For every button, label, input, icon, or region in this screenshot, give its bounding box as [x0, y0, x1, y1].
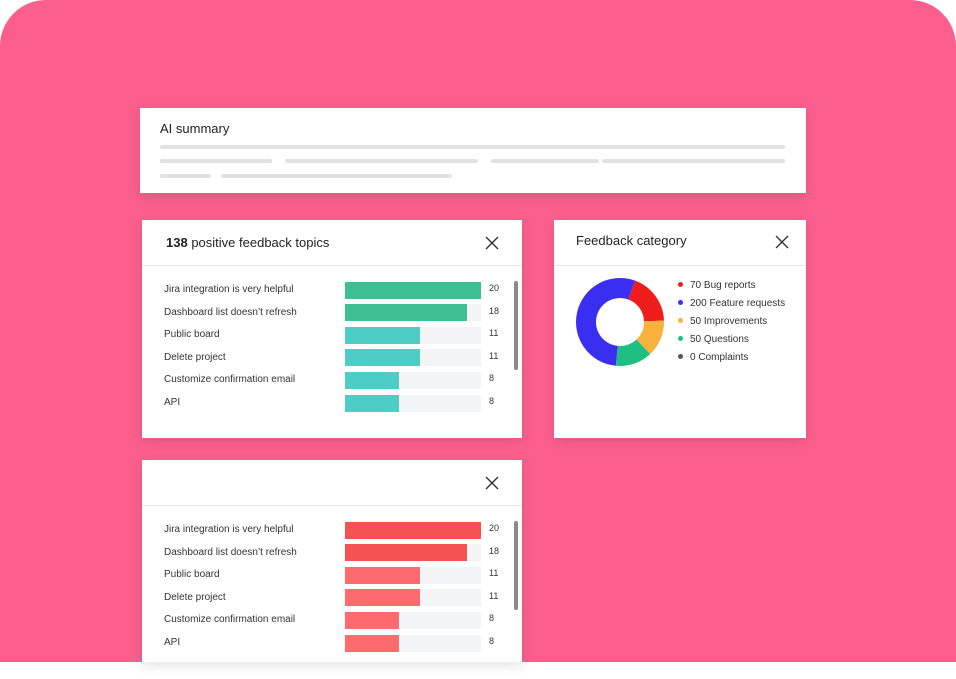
row-value: 8	[489, 636, 495, 646]
row-value: 8	[489, 396, 495, 406]
card-header	[142, 460, 522, 506]
bar	[345, 281, 481, 299]
track	[345, 326, 481, 344]
legend-name: Improvements	[703, 316, 768, 327]
donut-chart	[576, 278, 664, 366]
legend-value: 0	[690, 352, 696, 363]
legend-dot	[678, 354, 683, 359]
title-text: positive feedback topics	[191, 235, 330, 250]
legend-value: 70	[690, 280, 702, 291]
bar	[345, 349, 420, 367]
placeholder-line	[491, 159, 599, 163]
negative-topics-card: Jira integration is very helpful 20 Dashbo…	[142, 460, 522, 662]
row-value: 11	[489, 350, 499, 361]
row-label: Jira integration is very helpful	[164, 524, 294, 535]
legend-item: 0 Complaints	[678, 351, 748, 365]
row-label: Dashboard list doesn’t refresh	[164, 306, 297, 318]
legend-value: 50	[690, 316, 702, 327]
card-header	[554, 220, 806, 266]
row-label: Jira integration is very helpful	[164, 284, 294, 295]
row-value: 11	[489, 568, 499, 579]
row-label: Public board	[164, 329, 220, 341]
track	[345, 634, 481, 652]
donut-segment	[576, 278, 636, 366]
legend-item: 70 Bug reports	[678, 279, 756, 293]
topic-count: 138	[166, 235, 188, 250]
close-button[interactable]	[775, 235, 789, 249]
row-value: 18	[489, 545, 500, 556]
bar	[345, 304, 468, 322]
row-label: Delete project	[164, 591, 226, 603]
close-button[interactable]	[485, 476, 499, 490]
row-label: API	[164, 397, 181, 408]
track	[345, 589, 481, 607]
feedback-category-card: Feedback category 70 Bug reports 200 Feat…	[554, 220, 806, 438]
placeholder-line	[160, 159, 272, 163]
row-label: API	[164, 637, 181, 648]
donut-segment	[628, 280, 664, 322]
legend-dot	[678, 336, 683, 341]
track	[345, 349, 481, 367]
legend-item: 50 Improvements	[678, 315, 767, 329]
bar	[345, 521, 481, 539]
legend-dot	[678, 282, 683, 287]
bar	[345, 544, 468, 562]
track	[345, 566, 481, 584]
ai-summary-title: AI summary	[160, 121, 230, 136]
track	[345, 394, 481, 412]
card-header	[142, 220, 522, 266]
track	[345, 371, 481, 389]
bar	[345, 634, 400, 652]
scrollbar[interactable]	[514, 521, 518, 610]
legend-name: Bug reports	[703, 280, 756, 291]
bar	[345, 371, 400, 389]
row-label: Delete project	[164, 351, 226, 363]
card-title: 138 positive feedback topics	[166, 235, 329, 250]
row-value: 11	[489, 328, 499, 339]
track	[345, 544, 481, 562]
card-title: Feedback category	[576, 233, 687, 248]
bar	[345, 394, 400, 412]
donut-segment	[636, 320, 664, 355]
ai-summary-card: AI summary	[140, 108, 806, 193]
legend-item: 200 Feature requests	[678, 297, 785, 311]
legend-value: 50	[690, 334, 702, 345]
legend-item: 50 Questions	[678, 333, 749, 347]
row-value: 20	[489, 523, 500, 533]
track	[345, 281, 481, 299]
row-label: Dashboard list doesn’t refresh	[164, 546, 297, 558]
legend-dot	[678, 318, 683, 323]
row-label: Customize confirmation email	[164, 614, 296, 626]
row-value: 11	[489, 590, 499, 601]
bar	[345, 566, 420, 584]
bar	[345, 326, 420, 344]
row-value: 18	[489, 305, 500, 316]
row-value: 20	[489, 283, 500, 293]
placeholder-line	[602, 159, 785, 163]
row-value: 8	[489, 613, 495, 624]
donut-segment	[615, 339, 651, 366]
bar	[345, 611, 400, 629]
row-label: Public board	[164, 569, 220, 581]
track	[345, 304, 481, 322]
legend-name: Complaints	[698, 352, 749, 363]
bar	[345, 589, 420, 607]
legend-value: 200	[690, 298, 707, 309]
legend-name: Feature requests	[709, 298, 786, 309]
placeholder-line	[221, 174, 452, 178]
positive-topics-card: 138 positive feedback topics Jira integr…	[142, 220, 522, 438]
row-label: Customize confirmation email	[164, 374, 296, 386]
legend-dot	[678, 300, 683, 305]
track	[345, 611, 481, 629]
close-button[interactable]	[485, 236, 499, 250]
track	[345, 521, 481, 539]
legend-name: Questions	[703, 334, 749, 345]
row-value: 8	[489, 373, 495, 384]
placeholder-line	[285, 159, 478, 163]
placeholder-line	[160, 174, 211, 178]
scrollbar[interactable]	[514, 281, 518, 370]
placeholder-line	[160, 145, 785, 149]
